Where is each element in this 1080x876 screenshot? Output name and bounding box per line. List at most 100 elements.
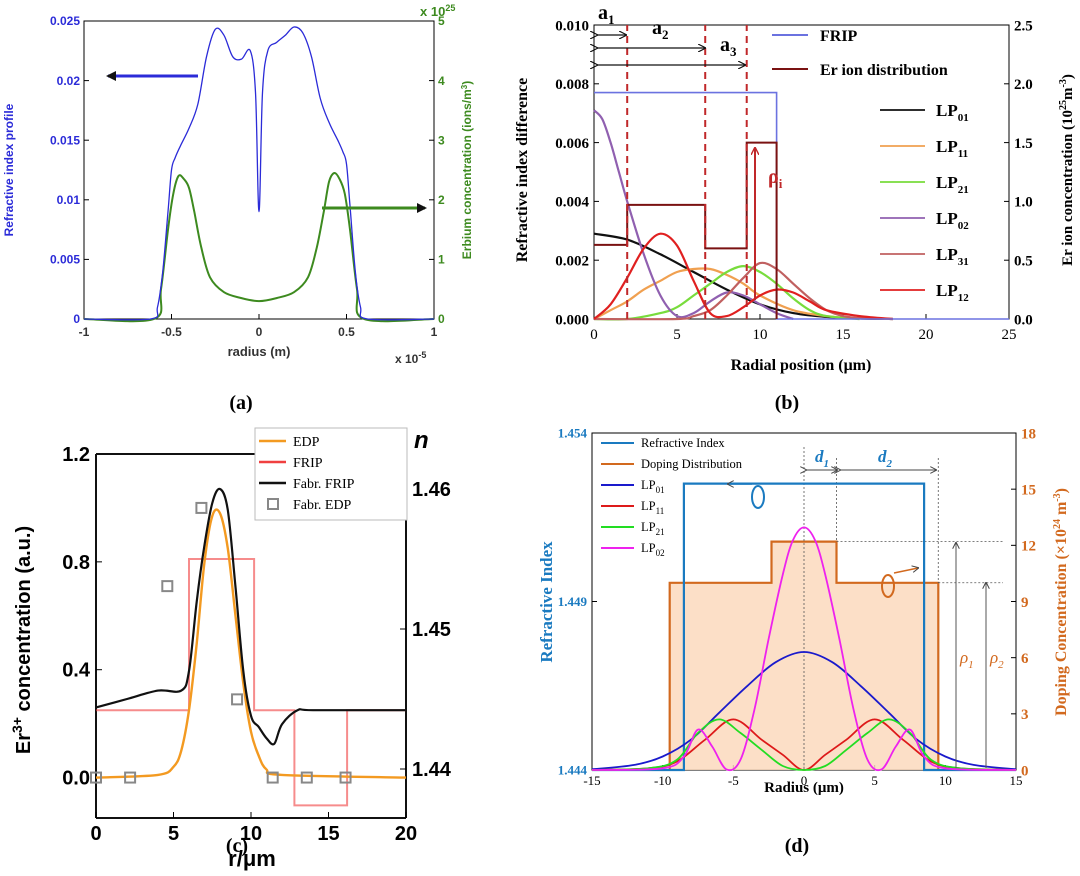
y2-tick-label: 1.5: [1014, 136, 1033, 152]
panel-b-legend: FRIP Er ion distribution LP01 LP11 LP21 LP02 L…: [772, 28, 969, 304]
mode-lp21-line: [593, 264, 860, 321]
y-tick-label: 0.015: [50, 133, 80, 147]
panel-c-plot: [90, 453, 407, 807]
legend-mode-label-4: LP31: [936, 245, 969, 268]
y-tick-label: 0.01: [57, 193, 81, 207]
y2-tick-label: 2.5: [1014, 18, 1033, 34]
doping-axis-indicator-arrow: [893, 568, 918, 574]
legend-label-2: LP01: [641, 478, 665, 495]
x-tick-label: 10: [753, 327, 768, 343]
y-tick-label: 0.025: [50, 14, 80, 28]
fabr-edp-point: [300, 771, 313, 784]
x-tick-label: 0: [801, 773, 808, 788]
rho-i-label: ρi: [768, 166, 783, 191]
frip-line: [96, 558, 406, 807]
panel-b-plot: [593, 25, 1009, 321]
doping-axis-indicator-icon: [881, 574, 895, 598]
fabr-edp-point: [339, 771, 352, 784]
y2-tick-label: 15: [1021, 482, 1036, 498]
fabr-edp-point: [231, 693, 244, 706]
panel-d-plot: [591, 447, 1017, 772]
mode-lp11-line: [593, 267, 860, 321]
x-tick-label: 10: [240, 823, 262, 845]
x-tick-label: 5: [871, 773, 878, 788]
y2-tick-label: 18: [1021, 426, 1036, 442]
refractive-index-line: [592, 482, 1016, 772]
panel-d: -15 -10 -5 0 5 10 151.4441.4491.4540369121518 …: [537, 426, 1070, 857]
y2-tick-label: 4: [438, 74, 445, 88]
panel-b-caption: (b): [775, 392, 799, 414]
erbium-concentration-line: [83, 171, 435, 323]
x-tick-label: 15: [836, 327, 851, 343]
y2-tick-label: 3: [1021, 707, 1029, 723]
y-tick-label: 0.000: [555, 312, 589, 328]
legend-label-1: Doping Distribution: [641, 457, 743, 471]
legend-label-4: LP21: [641, 520, 665, 537]
y2-tick-label: 1: [438, 253, 445, 267]
x-tick-label: 0.5: [338, 325, 355, 339]
fabr-edp-point: [161, 580, 174, 593]
legend-label-3: Fabr. EDP: [293, 498, 352, 513]
panel-a-frame: [83, 20, 435, 320]
panel-c-ylabel-left: Er3+ concentration (a.u.): [9, 526, 35, 754]
edp-line: [95, 508, 407, 779]
x-tick-label: -5: [728, 773, 739, 788]
panel-a-plot: [83, 26, 435, 323]
legend-label-5: LP02: [641, 541, 665, 558]
panel-a-ylabel-left: Refractive index profile: [2, 103, 16, 236]
legend-label-1: FRIP: [293, 456, 323, 471]
fabr-edp-point: [195, 501, 208, 514]
x-tick-label: 1: [431, 325, 438, 339]
legend-label-3: LP11: [641, 499, 664, 516]
y2-tick-label: 5: [438, 14, 445, 28]
x-tick-label: -1: [79, 325, 90, 339]
x-tick-label: 20: [919, 327, 934, 343]
panel-a: -1 -0.5 0 0.5 100.0050.010.0150.020.02501234…: [2, 3, 474, 414]
mode-lp12-line: [593, 232, 893, 321]
y-tick-label: 0.8: [62, 552, 90, 574]
x-tick-label: -10: [654, 773, 671, 788]
legend-mode-label-5: LP12: [936, 281, 969, 304]
panel-a-xlabel: radius (m): [228, 344, 291, 359]
x-tick-label: 5: [673, 327, 681, 343]
x-tick-label: 15: [317, 823, 339, 845]
panel-d-ticks: -15 -10 -5 0 5 10 15 1.444 1.449 1.454 0 3 6 9 12 15 18: [558, 426, 1036, 788]
legend-label-0: FRIP: [820, 28, 858, 45]
panel-b: 0 5 10 15 20 25 0.000 0.002 0.004 0.006 0.008 0.010…: [514, 2, 1076, 414]
x-tick-label: 0: [256, 325, 263, 339]
fabr-frip-line: [95, 487, 406, 746]
y-tick-label: 0.0: [62, 768, 90, 790]
panel-d-xlabel: Radius (μm): [764, 780, 844, 796]
x-tick-label: 15: [1010, 773, 1023, 788]
legend-mode-label-1: LP11: [936, 137, 968, 160]
fabr-edp-point: [90, 771, 102, 784]
legend-mode-label-0: LP01: [936, 101, 969, 124]
panel-b-ylabel-right: Er ion concentration (1025m-3): [1058, 74, 1076, 266]
legend-label-0: EDP: [293, 435, 320, 450]
y2-tick-label: 6: [1021, 651, 1029, 667]
rho2-label: ρ2: [989, 648, 1004, 671]
d2-label: d2: [878, 447, 893, 470]
panel-a-ylabel-right: Erbium concentration (ions/m3): [460, 81, 474, 259]
panel-a-ticks: -1 -0.5 0 0.5 100.0050.010.0150.020.02501234…: [50, 14, 445, 339]
x-tick-label: 0: [590, 327, 598, 343]
legend-label-2: Fabr. FRIP: [293, 477, 355, 492]
er-distribution-line: [594, 141, 778, 319]
y-tick-label: 1.449: [558, 594, 588, 609]
doping-distribution-line: [668, 540, 940, 770]
x-tick-label: 5: [168, 823, 179, 845]
y-tick-label: 1.454: [558, 426, 588, 441]
y-tick-label: 0.4: [62, 660, 91, 682]
x-tick-label: -15: [583, 773, 600, 788]
legend-mode-label-3: LP02: [936, 209, 969, 232]
x-tick-label: 25: [1002, 327, 1017, 343]
legend-box: [254, 427, 408, 521]
y2-tick-label: 0: [438, 312, 445, 326]
panel-c-legend: EDP FRIP Fabr. FRIP Fabr. EDP: [254, 427, 408, 521]
x-tick-label: -0.5: [161, 325, 182, 339]
y2-tick-label: 1.44: [412, 759, 452, 781]
y2-tick-label: 0.5: [1014, 253, 1033, 269]
mode-lp02-line: [591, 526, 1017, 772]
panel-b-ylabel-left: Refractive index difference: [514, 78, 531, 263]
